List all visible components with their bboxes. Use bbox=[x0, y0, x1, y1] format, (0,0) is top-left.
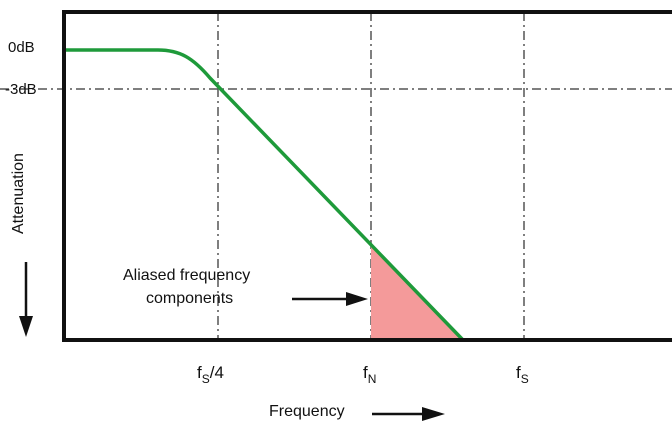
aliased-label-line2: components bbox=[146, 290, 233, 307]
fs4-label: fS/4 bbox=[197, 363, 224, 386]
y-axis-title: Attenuation bbox=[10, 153, 27, 234]
filter-response-curve bbox=[64, 48, 465, 342]
fs-label: fS bbox=[516, 363, 529, 386]
aliased-arrow bbox=[292, 292, 368, 306]
fn-label: fN bbox=[363, 363, 376, 386]
zero-db-label: 0dB bbox=[8, 39, 35, 56]
x-axis-title: Frequency bbox=[269, 403, 345, 420]
minus3-db-label: -3dB bbox=[5, 81, 37, 98]
aliased-label-line1: Aliased frequency bbox=[123, 267, 250, 284]
frequency-arrow bbox=[372, 407, 445, 421]
attenuation-arrow bbox=[19, 262, 33, 337]
plot-frame bbox=[62, 10, 672, 342]
